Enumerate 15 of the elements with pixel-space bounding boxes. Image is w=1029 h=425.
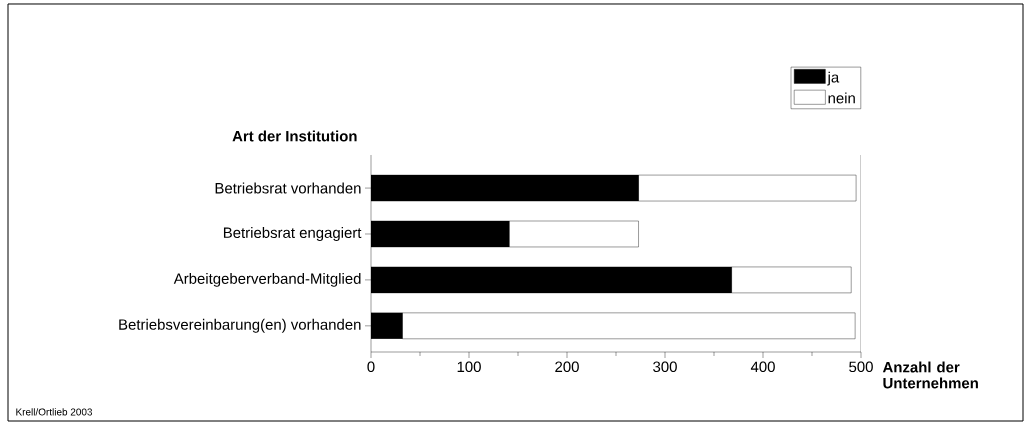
x-tick-label: 0 (367, 361, 375, 373)
y-tick-label: Arbeitgeberverband-Mitglied (173, 272, 361, 287)
text: Krell/Ortlieb 2003 (16, 408, 93, 416)
x-tick-label: 200 (555, 361, 579, 373)
x-tick-label: 100 (457, 361, 481, 373)
legend-label: nein (828, 92, 855, 104)
legend-label: ja (827, 71, 840, 86)
x-tick-label: 300 (653, 361, 677, 373)
y-tick-label: Betriebsrat vorhanden (215, 182, 361, 194)
x-tick-label: 400 (750, 361, 775, 373)
y-tick-label: Betriebsrat engagiert (223, 227, 362, 241)
y-tick-label: Betriebsvereinbarung(en) vorhanden (119, 318, 361, 333)
y-axis-title: Art der Institution (232, 130, 357, 142)
x-axis-title: Anzahl der Unternehmen (882, 361, 978, 389)
x-tick-label: 500 (849, 361, 873, 373)
